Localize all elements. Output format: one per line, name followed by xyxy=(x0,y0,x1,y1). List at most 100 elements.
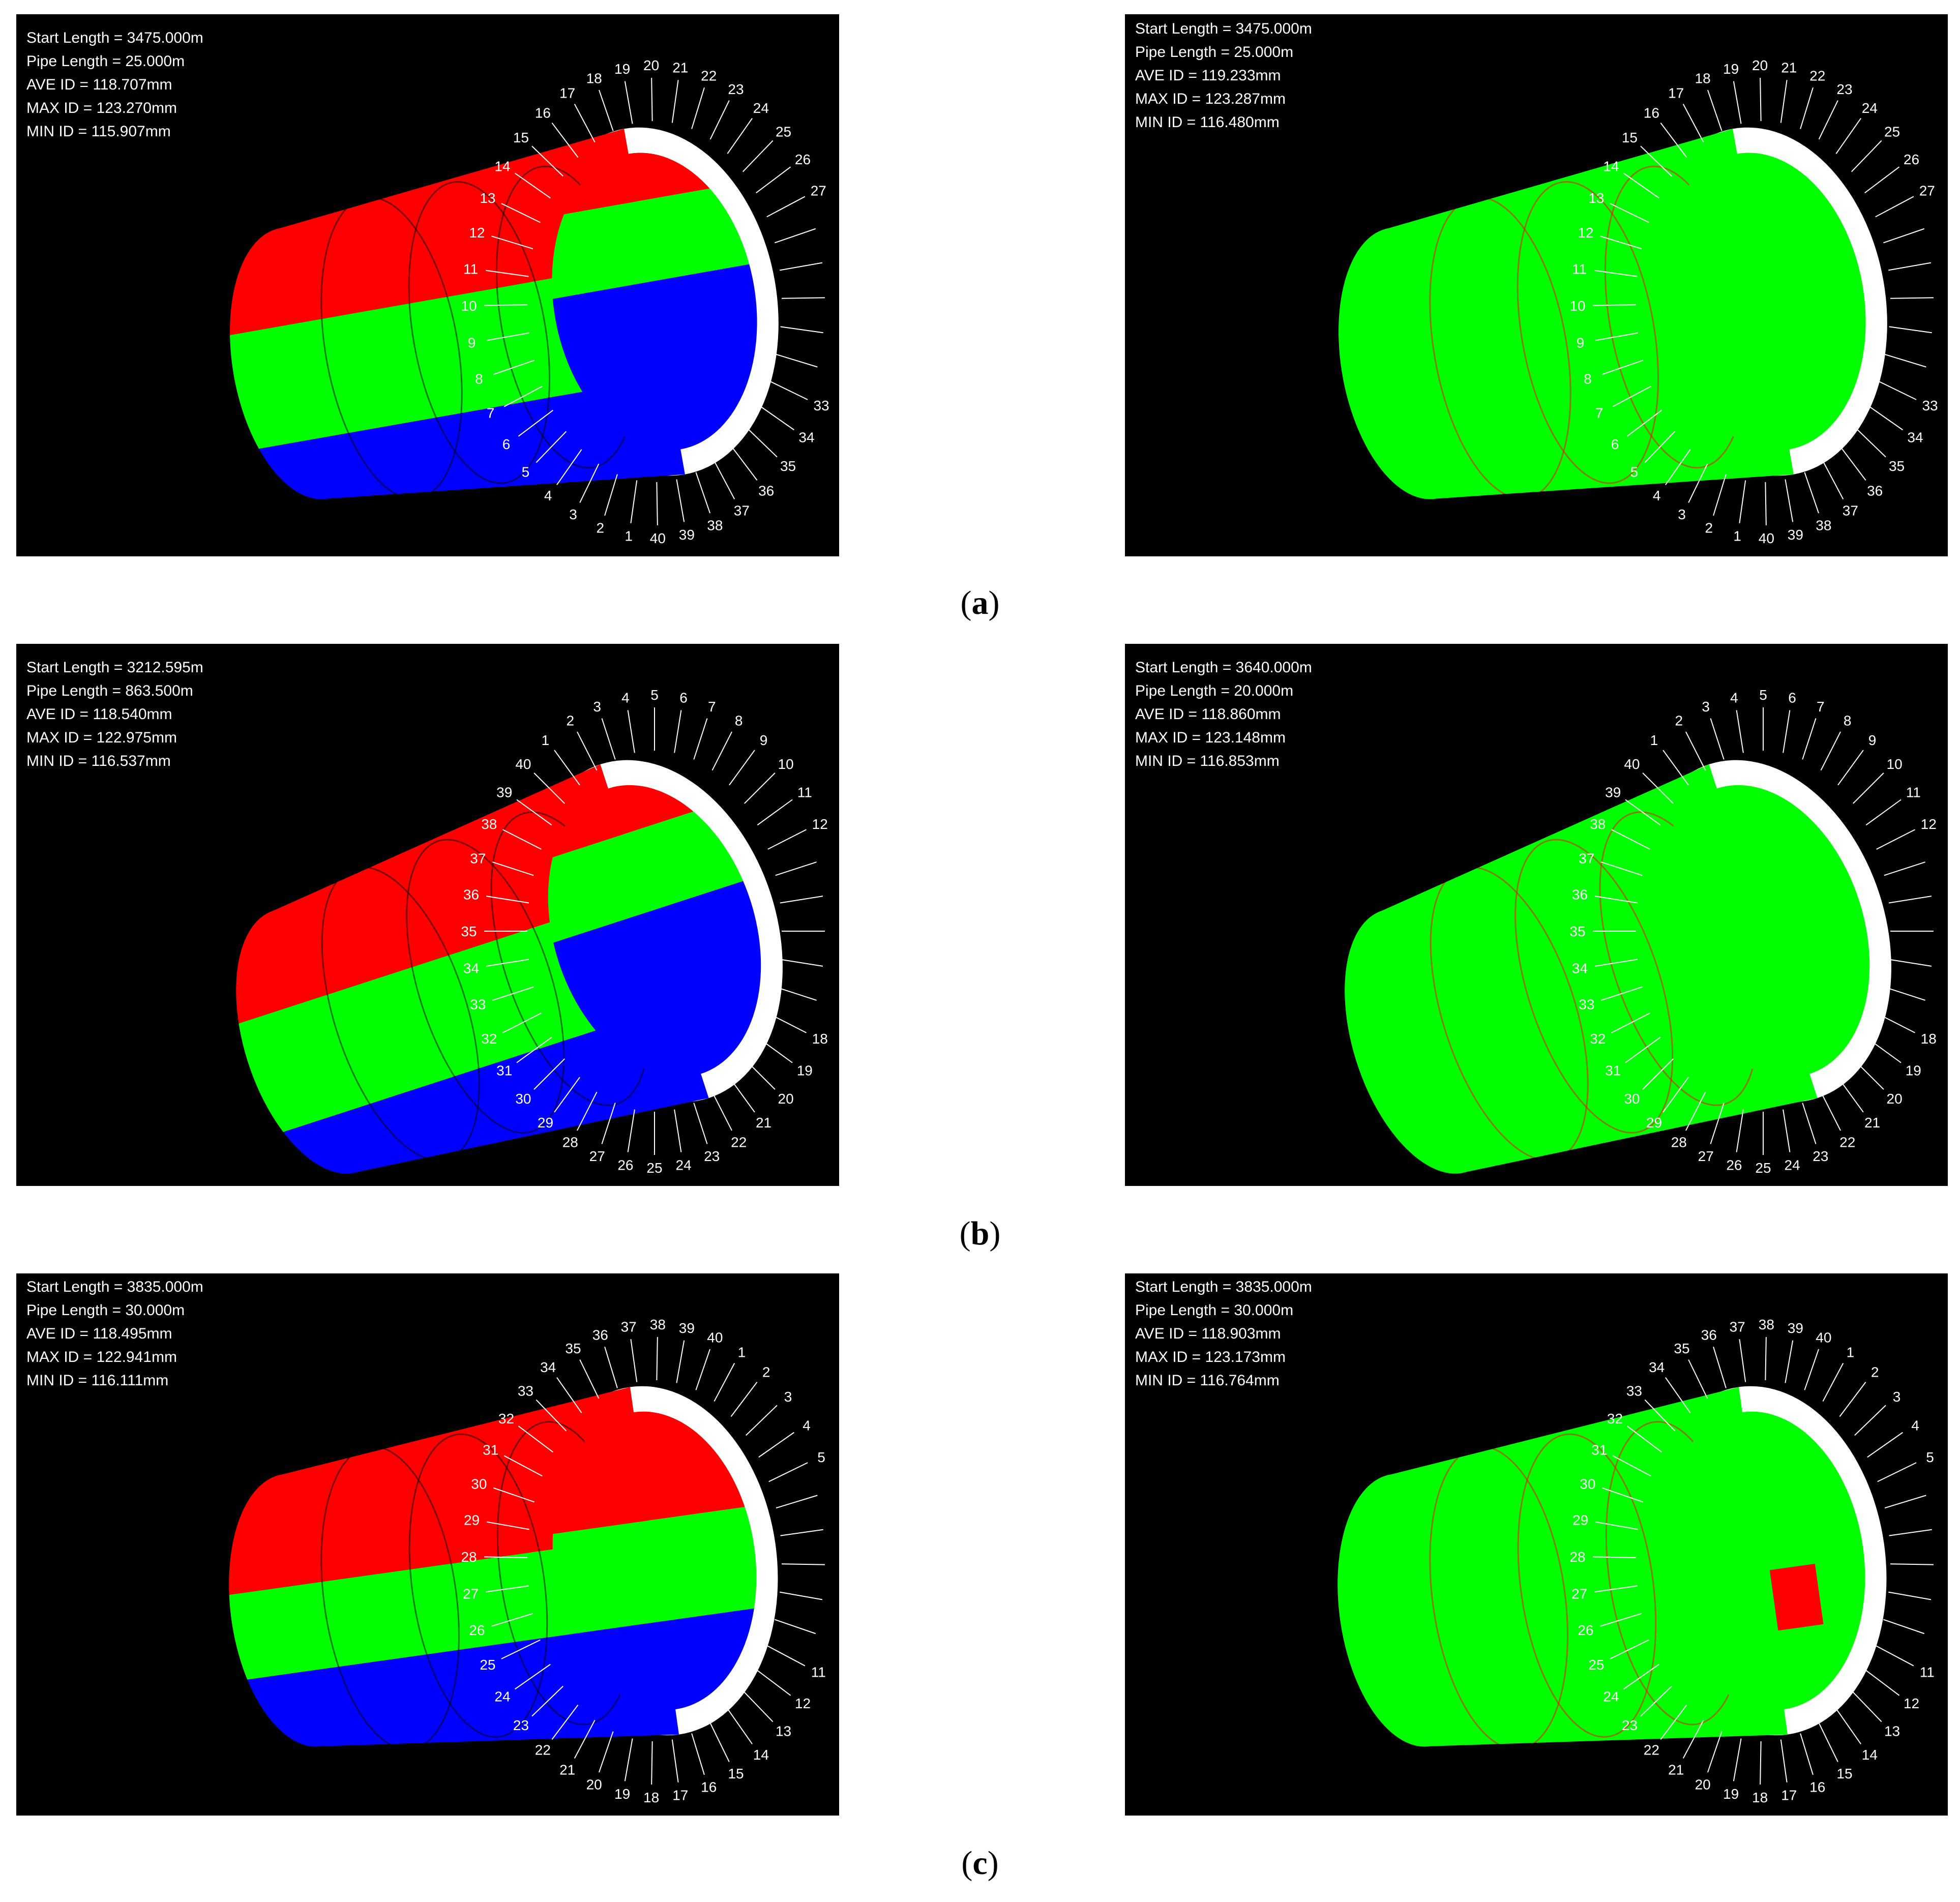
clock-tick xyxy=(1642,1058,1674,1090)
clock-label: 31 xyxy=(496,1062,512,1078)
pipe-length: Pipe Length = 20.000m xyxy=(1135,682,1294,699)
start-length: Start Length = 3835.000m xyxy=(1135,1279,1312,1295)
clock-label: 33 xyxy=(1579,997,1594,1013)
clock-tick xyxy=(1760,78,1762,122)
clock-label: 10 xyxy=(1887,756,1903,772)
clock-tick xyxy=(1685,1091,1706,1131)
clock-label: 34 xyxy=(1572,961,1588,976)
clock-tick xyxy=(1780,80,1788,123)
clock-tick xyxy=(554,750,580,786)
clock-tick xyxy=(780,326,823,334)
clock-tick xyxy=(1780,1739,1788,1782)
ave-id: AVE ID = 118.903mm xyxy=(1135,1325,1281,1342)
clock-tick xyxy=(630,1339,638,1382)
clock-label: 38 xyxy=(1759,1317,1774,1332)
clock-label: 24 xyxy=(753,100,769,116)
clock-tick xyxy=(780,959,823,967)
clock-labels: 34 5 6789101112181920212223242526272829303… xyxy=(1569,687,1936,1176)
clock-tick xyxy=(1865,1036,1902,1063)
min-id: MIN ID = 116.111mm xyxy=(26,1372,169,1389)
clock-label: 9 xyxy=(468,335,476,351)
clock-tick xyxy=(1851,140,1882,172)
clock-label: 1 xyxy=(1650,732,1658,748)
clock-label: 37 xyxy=(1579,850,1594,866)
clock-tick xyxy=(1685,731,1706,771)
clock-tick xyxy=(1688,463,1708,503)
clock-tick xyxy=(780,896,823,904)
clock-tick xyxy=(1626,409,1662,437)
clock-label: 37 xyxy=(621,1319,637,1335)
clock-label: 34 xyxy=(1649,1359,1665,1375)
clock-label: 29 xyxy=(1572,1512,1588,1528)
clock-tick xyxy=(1783,710,1791,753)
clock-tick xyxy=(651,1741,653,1785)
clock-labels: 19 20 212223242526273334353637383940123456… xyxy=(461,57,829,546)
clock-label: 16 xyxy=(1644,105,1659,121)
pipe-stats: Start Length = 3835.000m Pipe Length = 3… xyxy=(26,1275,203,1392)
clock-tick xyxy=(1800,87,1814,129)
clock-label: 13 xyxy=(1884,1723,1900,1739)
clock-tick xyxy=(515,172,551,199)
caption-b: (b) xyxy=(959,1215,1001,1252)
clock-label: 22 xyxy=(731,1134,747,1150)
clock-tick xyxy=(776,353,818,368)
clock-label: 11 xyxy=(1920,1664,1935,1680)
pipe-view-a-right: 19 20 21 22 23 24 25 26 27 33 34 35 36 37 38 39 40 1 2 3 4 5 6… xyxy=(1125,14,1948,556)
clock-tick xyxy=(1713,474,1727,516)
clock-label: 17 xyxy=(1668,85,1684,101)
ave-id: AVE ID = 118.707mm xyxy=(26,76,172,93)
max-id: MAX ID = 122.975mm xyxy=(26,729,177,746)
clock-label: 33 xyxy=(470,997,486,1013)
clock-label: 21 xyxy=(1781,60,1797,76)
clock-tick xyxy=(1888,959,1932,967)
clock-label: 18 xyxy=(1695,70,1711,86)
pipe-seam xyxy=(408,181,551,484)
clock-label: 15 xyxy=(1622,130,1638,145)
clock-label: 39 xyxy=(1788,527,1803,543)
clock-label: 37 xyxy=(1730,1319,1745,1335)
clock-tick xyxy=(729,750,755,786)
clock-tick xyxy=(1611,829,1650,850)
clock-label: 4 xyxy=(1911,1417,1919,1433)
clock-tick xyxy=(768,380,808,400)
clock-tick xyxy=(1665,449,1691,486)
clock-labels: 37 38 394012345111213141516171819202122232… xyxy=(1569,1317,1934,1805)
start-length: Start Length = 3835.000m xyxy=(26,1279,203,1295)
clock-tick xyxy=(1600,1613,1642,1627)
clock-tick xyxy=(1854,1405,1886,1436)
clock-label: 15 xyxy=(1836,1766,1852,1781)
clock-tick xyxy=(674,1109,682,1152)
clock-tick xyxy=(767,1013,807,1033)
clock-tick xyxy=(1736,1109,1744,1152)
ave-id: AVE ID = 118.860mm xyxy=(1135,706,1281,723)
clock-label: 6 xyxy=(679,690,688,706)
clock-label: 24 xyxy=(1785,1157,1800,1173)
clock-label: 8 xyxy=(475,371,483,387)
clock-tick xyxy=(1839,445,1866,481)
clock-tick xyxy=(515,1663,551,1690)
clock-label: 7 xyxy=(487,405,495,421)
clock-label: 23 xyxy=(1836,81,1852,97)
pipe-seam xyxy=(1514,839,1674,1134)
clock-tick xyxy=(1853,1058,1884,1090)
clock-label: 38 xyxy=(1816,518,1831,533)
clock-label: 24 xyxy=(1862,100,1878,116)
clock-tick xyxy=(1818,100,1838,140)
clock-tick xyxy=(1595,1521,1638,1530)
clock-tick xyxy=(1662,750,1689,786)
clock-label: 27 xyxy=(811,183,826,199)
clock-label: 37 xyxy=(734,503,750,519)
clock-label: 32 xyxy=(498,1411,514,1426)
clock-label: 19 xyxy=(614,61,630,77)
clock-tick xyxy=(533,772,565,804)
pipe-view-a-left: 19 20 21 22 23 24 25 26 27 33 34 35 36 37 38 39 40 1 2 3 4 5 6… xyxy=(16,14,839,556)
clock-tick xyxy=(744,772,776,804)
clock-tick xyxy=(1688,1359,1708,1399)
clock-tick xyxy=(1601,861,1643,876)
pipe-length: Pipe Length = 25.000m xyxy=(1135,44,1294,61)
clock-tick xyxy=(742,1690,774,1722)
clock-label: 11 xyxy=(1572,261,1587,277)
clock-tick xyxy=(601,1103,616,1144)
clock-tick xyxy=(775,986,817,1001)
clock-label: 3 xyxy=(1678,507,1686,522)
